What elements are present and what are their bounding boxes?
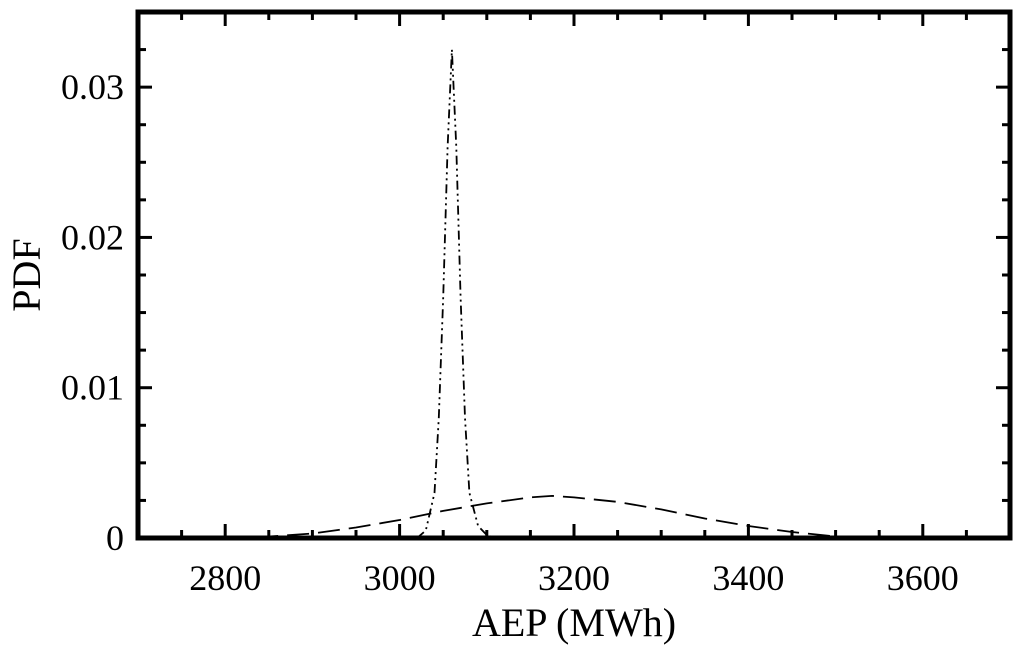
y-tick-label: 0.02 [61, 217, 124, 257]
x-tick-label: 3400 [712, 558, 784, 598]
x-tick-label: 3000 [364, 558, 436, 598]
x-axis-label: AEP (MWh) [472, 600, 676, 645]
series-layer [225, 48, 880, 539]
y-tick-label: 0 [106, 518, 124, 558]
tick-marks [136, 10, 1012, 540]
tick-labels: 2800 3000 3200 3400 3600 0 0.01 0.02 0.03 [61, 67, 959, 598]
x-tick-label: 3200 [538, 558, 610, 598]
series-line-long-dash [225, 494, 880, 539]
x-tick-label: 3600 [887, 558, 959, 598]
plot-frame [135, 9, 1013, 541]
y-axis-label: PDF [4, 238, 49, 311]
series-line-dash-dot-dot [416, 48, 496, 539]
y-tick-label: 0.03 [61, 67, 124, 107]
x-tick-label: 2800 [189, 558, 261, 598]
y-tick-label: 0.01 [61, 368, 124, 408]
